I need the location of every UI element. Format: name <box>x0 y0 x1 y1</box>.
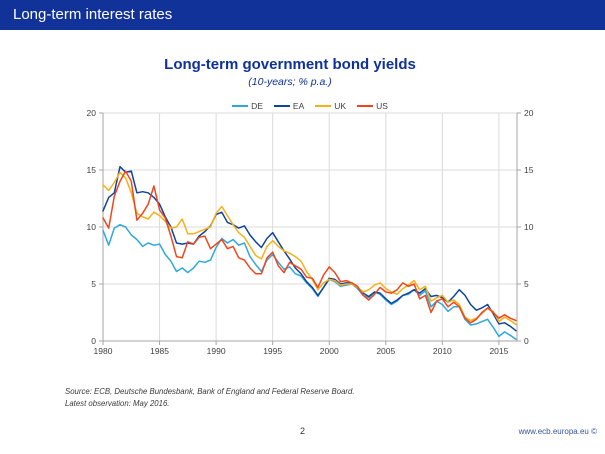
y-tick-label-left: 20 <box>87 108 97 118</box>
chart-subtitle: (10-years; % p.a.) <box>248 76 332 88</box>
legend-item-UK: UK <box>315 101 346 111</box>
legend-item-EA: EA <box>273 101 305 111</box>
x-tick-label: 1985 <box>150 346 169 356</box>
y-tick-label-right: 20 <box>524 108 534 118</box>
legend-swatch-EA <box>273 105 290 107</box>
legend-item-DE: DE <box>232 101 263 111</box>
header-bar: Long-term interest rates <box>0 0 605 30</box>
x-tick-label: 1980 <box>94 346 113 356</box>
legend-swatch-US <box>357 105 374 107</box>
x-tick-label: 2005 <box>376 346 395 356</box>
chart-legend: DE EA UK US <box>103 101 517 111</box>
x-tick-label: 2015 <box>489 346 508 356</box>
x-tick-label: 1990 <box>207 346 226 356</box>
series-line-DE <box>102 223 517 341</box>
legend-label-US: US <box>376 101 388 111</box>
y-tick-label-right: 0 <box>524 336 529 346</box>
x-tick-label: 2010 <box>433 346 452 356</box>
y-tick-label-left: 0 <box>91 336 96 346</box>
legend-label-EA: EA <box>292 101 305 111</box>
legend-label-DE: DE <box>251 101 263 111</box>
legend-item-US: US <box>357 101 388 111</box>
chart-title: Long-term government bond yields <box>164 56 416 73</box>
x-tick-label: 1995 <box>263 346 282 356</box>
source-line-2: Latest observation: May 2016. <box>65 399 170 408</box>
legend-swatch-DE <box>232 105 249 107</box>
ecb-website-link[interactable]: www.ecb.europa.eu © <box>518 427 597 436</box>
y-tick-label-left: 10 <box>87 222 97 232</box>
source-note: Source: ECB, Deutsche Bundesbank, Bank o… <box>65 386 355 410</box>
legend-swatch-UK <box>315 105 332 107</box>
legend-label-UK: UK <box>334 101 347 111</box>
y-tick-label-left: 15 <box>87 165 97 175</box>
y-tick-label-right: 10 <box>524 222 534 232</box>
y-tick-label-right: 5 <box>524 279 529 289</box>
y-tick-label-right: 15 <box>524 165 534 175</box>
page-number: 2 <box>299 426 305 436</box>
slide-title: Long-term interest rates <box>13 6 173 23</box>
series-line-UK <box>102 171 517 326</box>
x-tick-label: 2000 <box>320 346 339 356</box>
source-line-1: Source: ECB, Deutsche Bundesbank, Bank o… <box>65 387 355 396</box>
y-tick-label-left: 5 <box>91 279 96 289</box>
series-line-US <box>102 170 517 324</box>
